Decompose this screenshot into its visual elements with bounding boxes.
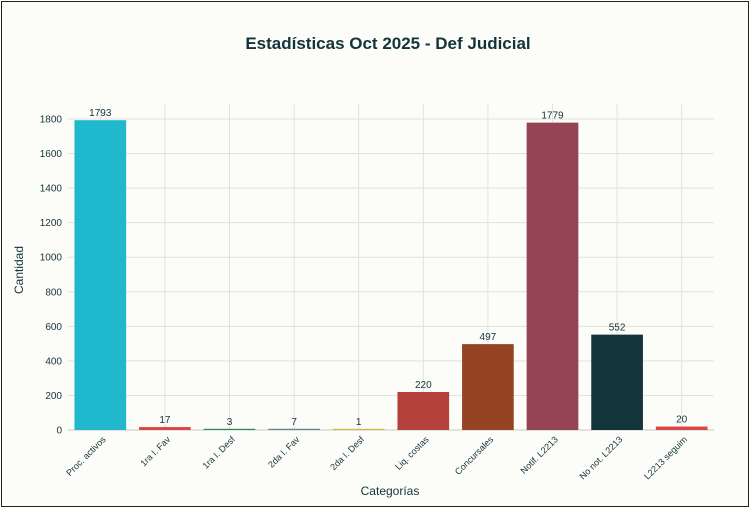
data-labels: 1793 17 3 7 1 220 497 1779 552 20 bbox=[89, 108, 688, 428]
x-tick-label: 1ra I. Fav bbox=[138, 434, 172, 468]
bar-7[interactable] bbox=[526, 122, 579, 431]
y-tick-label: 800 bbox=[45, 287, 62, 298]
y-tick-label: 1400 bbox=[40, 184, 63, 195]
data-label: 20 bbox=[676, 415, 688, 426]
data-label: 1779 bbox=[541, 111, 564, 122]
y-axis-ticks: 0 200 400 600 800 1000 1200 1400 1600 1800 bbox=[40, 115, 63, 437]
bar-6[interactable] bbox=[462, 344, 514, 430]
y-tick-label: 1800 bbox=[40, 115, 63, 126]
x-tick-label: L2213 seguim bbox=[642, 434, 689, 481]
x-axis-label: Categorías bbox=[361, 484, 420, 498]
bar-1[interactable] bbox=[139, 427, 191, 430]
bar-8[interactable] bbox=[591, 334, 643, 430]
x-tick-label: 2da I. Desf bbox=[328, 434, 366, 472]
y-tick-label: 600 bbox=[45, 322, 62, 333]
x-tick-label: 2da I. Fav bbox=[266, 434, 302, 470]
y-tick-label: 1000 bbox=[40, 253, 63, 264]
chart-title: Estadísticas Oct 2025 - Def Judicial bbox=[245, 34, 530, 53]
y-tick-label: 400 bbox=[45, 356, 62, 367]
bars bbox=[74, 120, 708, 431]
data-label: 1 bbox=[356, 417, 362, 428]
x-tick-label: No not. L2213 bbox=[577, 434, 624, 481]
bar-5[interactable] bbox=[397, 391, 450, 430]
data-label: 1793 bbox=[89, 108, 112, 119]
data-label: 497 bbox=[480, 332, 497, 343]
y-tick-label: 1600 bbox=[40, 149, 63, 160]
x-tick-label: Proc. activos bbox=[64, 434, 108, 478]
bar-0[interactable] bbox=[74, 120, 127, 430]
data-label: 3 bbox=[227, 417, 233, 428]
x-tick-label: 1ra I. Desf bbox=[200, 434, 237, 471]
x-axis-ticks: Proc. activos 1ra I. Fav 1ra I. Desf 2da I.… bbox=[64, 434, 689, 481]
x-tick-label: Concursales bbox=[453, 434, 496, 477]
data-label: 552 bbox=[609, 323, 626, 334]
y-tick-label: 200 bbox=[45, 391, 62, 402]
bar-2[interactable] bbox=[203, 428, 256, 430]
y-tick-label: 1200 bbox=[40, 218, 63, 229]
bar-9[interactable] bbox=[655, 426, 708, 430]
bar-4[interactable] bbox=[332, 428, 385, 430]
y-axis-label: Cantidad bbox=[12, 246, 26, 294]
y-tick-label: 0 bbox=[56, 426, 62, 437]
data-label: 17 bbox=[159, 415, 171, 426]
bar-3[interactable] bbox=[268, 428, 320, 430]
data-label: 220 bbox=[415, 380, 432, 391]
x-tick-label: Liq. costas bbox=[393, 434, 431, 472]
data-label: 7 bbox=[291, 417, 297, 428]
x-tick-label: Notif. L2213 bbox=[519, 434, 560, 475]
